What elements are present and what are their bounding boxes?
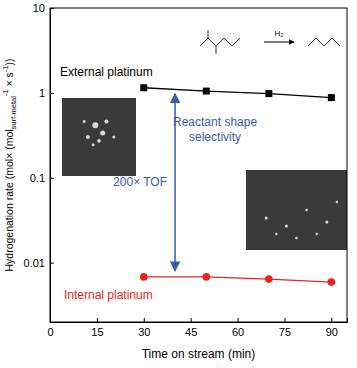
tick-mark [238, 318, 239, 322]
inset-particle [275, 233, 277, 235]
inset-particle [285, 225, 288, 228]
inset-particle [316, 233, 318, 235]
reaction-arrow [264, 42, 294, 43]
tick: 90 [326, 318, 338, 338]
inset-particle [97, 139, 101, 143]
molecule-branch [208, 30, 209, 38]
molecule-skeleton [200, 38, 240, 46]
tick-label: 1 [39, 87, 45, 99]
plot: H₂ 0 15 30 45 60 75 90 0.01 0.1 1 10 External platin… [24, 2, 348, 338]
annotation: Reactant shape [173, 115, 257, 129]
series-line [144, 277, 332, 282]
tick-label: 15 [91, 326, 103, 338]
annotation: selectivity [189, 130, 241, 144]
tick-mark [191, 318, 192, 322]
tick: 10 [33, 2, 54, 14]
y-axis-title-part: Hydrogenation rate (mol× (mol [3, 129, 15, 271]
inset-particle [104, 119, 108, 123]
inset-image [62, 98, 136, 176]
y-axis-title-part: surf-metal [9, 96, 18, 130]
plot-frame [50, 8, 347, 322]
y-axis-title-part: × s [3, 72, 15, 89]
tick: 45 [185, 318, 197, 338]
tick-mark [284, 318, 285, 322]
y-axis-title-part: -1 [1, 65, 10, 72]
tick: 1 [39, 87, 54, 99]
axis-line [51, 318, 348, 323]
tick: 0.1 [30, 172, 54, 184]
inset-particle [265, 217, 268, 220]
data-point [265, 275, 273, 283]
tick-label: 0.1 [30, 172, 45, 184]
reagent-label: H₂ [275, 29, 284, 38]
tick-mark [50, 93, 54, 94]
inset-particle [305, 209, 308, 212]
tick-mark [50, 263, 54, 264]
inset-particle [336, 201, 338, 203]
inset-background [62, 98, 136, 176]
inset-particle [86, 135, 90, 139]
tick-label: 30 [138, 326, 150, 338]
inset-particle [100, 131, 105, 136]
y-axis-title-part: -1 [1, 89, 10, 96]
chart: H₂ 0 15 30 45 60 75 90 0.01 0.1 1 10 External platin… [0, 0, 357, 368]
tick-label: 90 [326, 326, 338, 338]
inset-background [246, 170, 347, 250]
data-point [140, 84, 147, 91]
inset-particle [92, 122, 98, 128]
y-axis-title: Hydrogenation rate (mol× (molsurf-metal-… [1, 58, 18, 271]
y-axis: 0.01 0.1 1 10 [24, 2, 54, 322]
tick: 75 [279, 318, 291, 338]
tick-label: 10 [33, 2, 45, 14]
axis-line [51, 9, 55, 323]
tick: 0.01 [24, 257, 54, 269]
tick-label: 0.01 [24, 257, 45, 269]
tick-label: 45 [185, 326, 197, 338]
data-point [203, 88, 210, 95]
tick-label: 60 [232, 326, 244, 338]
data-point [328, 278, 336, 286]
tick: 60 [232, 318, 244, 338]
y-axis-title-part: )) [3, 58, 15, 65]
inset-particle [295, 237, 298, 240]
inset-particle [92, 143, 95, 146]
inset-particle [325, 221, 328, 224]
molecule-branch [216, 46, 217, 54]
tick-mark [97, 318, 98, 322]
tick-mark [50, 8, 54, 9]
data-point [140, 273, 148, 281]
x-axis: 0 15 30 45 60 75 90 [47, 318, 347, 338]
tick: 30 [138, 318, 150, 338]
annotation: 200× TOF [113, 175, 167, 189]
data-point [328, 94, 335, 101]
tick-mark [50, 178, 54, 179]
data-point [265, 90, 272, 97]
tick: 15 [91, 318, 103, 338]
series-line [144, 88, 332, 98]
series-label: Internal platinum [64, 288, 153, 302]
molecule-scheme: H₂ [200, 29, 340, 54]
tick-mark [331, 318, 332, 322]
x-axis-title: Time on stream (min) [142, 347, 256, 361]
data-point [203, 273, 211, 281]
tick-label: 0 [47, 326, 53, 338]
molecule-skeleton [308, 38, 340, 46]
inset-particle [83, 120, 86, 123]
tick-mark [144, 318, 145, 322]
inset-particle [112, 136, 115, 139]
inset-image [246, 170, 347, 250]
series-label: External platinum [60, 65, 153, 79]
data-layer [140, 84, 335, 286]
tick-label: 75 [279, 326, 291, 338]
